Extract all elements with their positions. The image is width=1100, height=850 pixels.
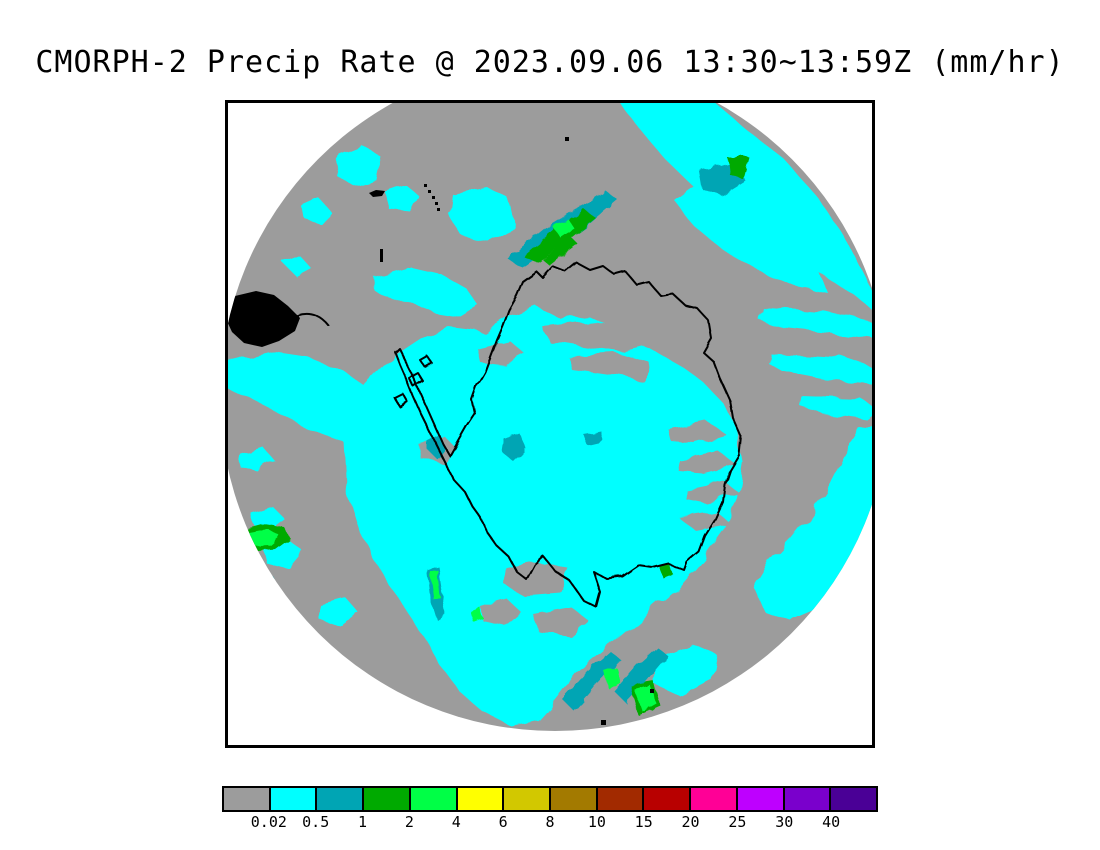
colorbar-tick-label: 40 (822, 813, 841, 831)
colorbar-tick-label: 0.5 (302, 813, 330, 831)
colorbar-cell (224, 788, 269, 810)
colorbar-cell (737, 788, 783, 810)
colorbar-cell (504, 788, 550, 810)
colorbar-tick-label: 10 (587, 813, 606, 831)
antarctica-coastline (296, 262, 742, 608)
south-america-tip-and-islands (226, 137, 654, 731)
colorbar-ticks: 0.02 0.5 1 2 4 6 8 10 15 20 25 30 40 (222, 813, 878, 833)
colorbar-tick-label: 2 (404, 813, 414, 831)
colorbar-cell (410, 788, 456, 810)
precip-disk (225, 100, 875, 731)
colorbar-tick-label: 6 (498, 813, 508, 831)
colorbar-cell (784, 788, 830, 810)
colorbar-cell (457, 788, 503, 810)
colorbar-tick-label: 15 (634, 813, 653, 831)
colorbar-cell (691, 788, 736, 810)
colorbar-cell (364, 788, 409, 810)
colorbar-tick-label: 1 (358, 813, 368, 831)
colorbar-cell (644, 788, 690, 810)
colorbar-cell (551, 788, 596, 810)
colorbar-cell (270, 788, 316, 810)
colorbar-cell (317, 788, 363, 810)
light-precip-cyan-fields (225, 100, 875, 726)
map-frame (225, 100, 875, 748)
colorbar-cell (597, 788, 643, 810)
colorbar-tick-label: 20 (681, 813, 700, 831)
intense-precip-yellow-cell (240, 534, 248, 543)
colorbar-tick-label: 4 (451, 813, 461, 831)
colorbar-tick-label: 30 (775, 813, 794, 831)
colorbar-tick-label: 0.02 (250, 813, 287, 831)
colorbar-cell (831, 788, 877, 810)
page-title: CMORPH-2 Precip Rate @ 2023.09.06 13:30~… (35, 45, 1065, 80)
map-plot-area (225, 100, 875, 748)
colorbar-tick-label: 25 (728, 813, 747, 831)
colorbar-tick-label: 8 (545, 813, 555, 831)
map-svg (225, 100, 875, 748)
colorbar (222, 786, 878, 812)
